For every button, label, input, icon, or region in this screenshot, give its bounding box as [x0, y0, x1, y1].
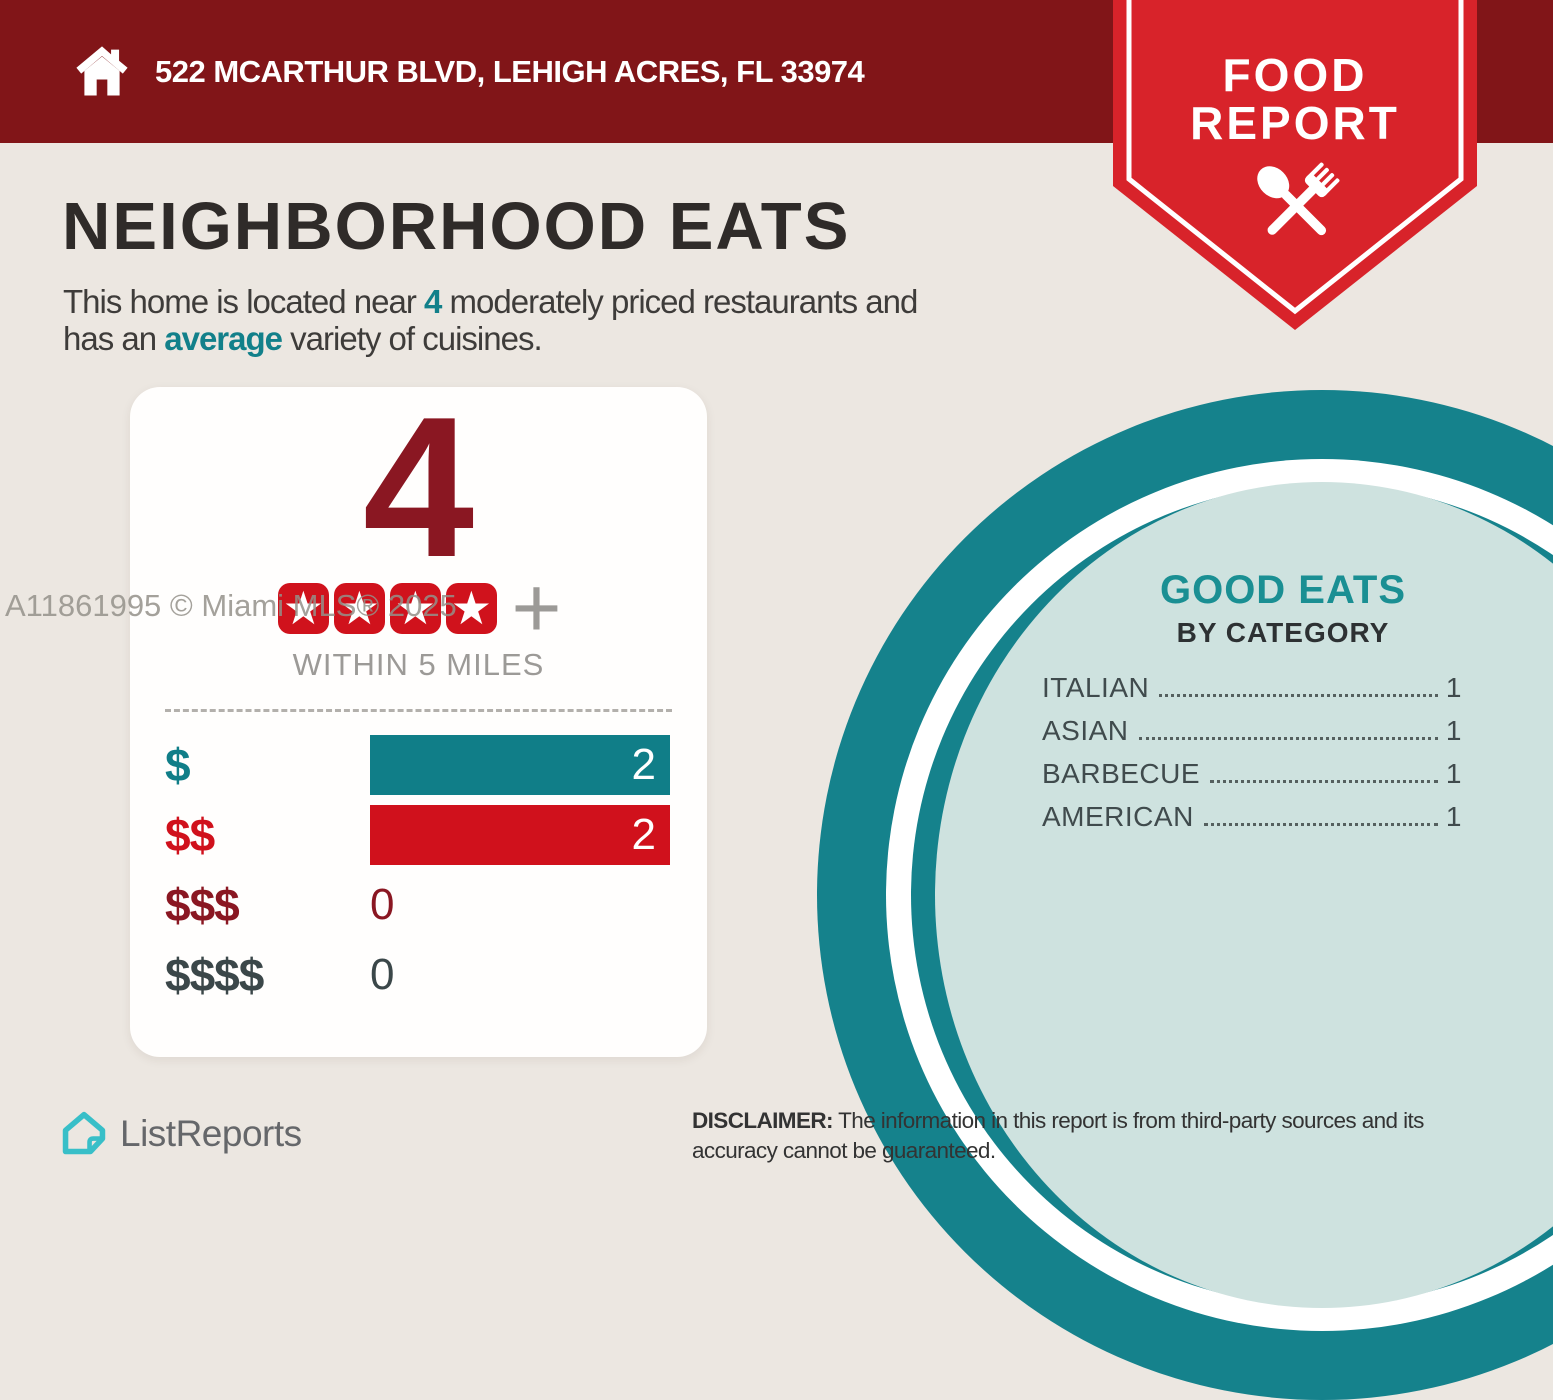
home-icon — [76, 46, 128, 96]
ribbon-title-food: FOOD — [1222, 49, 1368, 101]
category-row: ITALIAN 1 — [1042, 672, 1462, 715]
good-eats-fill-circle — [935, 482, 1553, 1308]
category-count: 1 — [1445, 801, 1462, 832]
plus-icon: + — [511, 560, 562, 656]
price-tier-row: $2 — [165, 730, 672, 800]
good-eats-header: GOOD EATS BY CATEGORY — [1033, 568, 1533, 649]
category-label: ASIAN — [1042, 715, 1129, 746]
category-count: 1 — [1445, 715, 1462, 746]
subtitle-text: moderately priced restaurants and — [441, 283, 919, 320]
category-label: ITALIAN — [1042, 672, 1150, 703]
listreports-brand: ListReports — [60, 1110, 302, 1158]
dotted-leader — [1138, 737, 1438, 740]
star-icon: ★ — [333, 582, 385, 634]
category-label: BARBECUE — [1042, 758, 1201, 789]
listreports-brand-name: ListReports — [120, 1113, 302, 1154]
page-subtitle: This home is located near 4 moderately p… — [63, 283, 919, 357]
star-glyph: ★ — [394, 582, 436, 634]
star-icon: ★ — [389, 582, 441, 634]
star-glyph: ★ — [338, 582, 380, 634]
good-eats-subtitle: BY CATEGORY — [1176, 617, 1390, 648]
ribbon-shape — [1113, 0, 1477, 330]
dashed-divider — [165, 709, 672, 712]
disclaimer: DISCLAIMER: The information in this repo… — [692, 1106, 1424, 1166]
price-tier-label: $$$ — [165, 879, 240, 931]
category-row: ASIAN 1 — [1042, 715, 1462, 758]
category-count: 1 — [1445, 672, 1462, 703]
price-tier-chart: $2 $$ 2 $$$ 0 $$$$ 0 — [165, 730, 672, 1010]
property-address: 522 MCARTHUR BLVD, LEHIGH ACRES, FL 3397… — [155, 54, 865, 89]
star-tiles: ★ ★ ★ ★ — [275, 582, 499, 634]
price-tier-bar: 2 — [370, 735, 670, 795]
star-rating: ★ ★ ★ ★ + — [130, 560, 707, 656]
price-tier-row: $$ 2 — [165, 800, 672, 870]
category-label: AMERICAN — [1042, 801, 1194, 832]
spoon-fork-icon — [1257, 162, 1340, 236]
restaurant-stats-card: 4 ★ ★ ★ ★ + WITHIN 5 MILES $2 $$ 2 $$$ 0 $$$$ 0 — [130, 387, 707, 1057]
price-tier-value: 2 — [631, 810, 656, 859]
price-tier-value: 0 — [370, 880, 395, 929]
dotted-leader — [1203, 823, 1438, 826]
disclaimer-label: DISCLAIMER: — [692, 1108, 834, 1133]
price-tier-row: $$$$ 0 — [165, 940, 672, 1010]
mls-watermark: A11861995 © Miami MLS® 2025 — [5, 588, 457, 623]
price-tier-value: 0 — [370, 950, 395, 999]
food-report-ribbon: FOOD REPORT — [1113, 0, 1477, 332]
category-row: AMERICAN 1 — [1042, 801, 1462, 844]
listreports-logo-icon — [62, 1111, 106, 1155]
dotted-leader — [1159, 694, 1438, 697]
disclaimer-text: accuracy cannot be guaranteed. — [692, 1138, 996, 1163]
good-eats-title: GOOD EATS — [1159, 568, 1407, 612]
page-title: NEIGHBORHOOD EATS — [62, 189, 851, 264]
price-tier-row: $$$ 0 — [165, 870, 672, 940]
variety-rating-inline: average — [164, 320, 283, 357]
good-eats-category-list: ITALIAN 1 ASIAN 1 BARBECUE 1 AMERICAN 1 — [1042, 672, 1462, 844]
category-count: 1 — [1445, 758, 1462, 789]
disclaimer-text: The information in this report is from t… — [832, 1108, 1424, 1133]
price-tier-label: $$$$ — [165, 949, 264, 1001]
category-row: BARBECUE 1 — [1042, 758, 1462, 801]
price-tier-bar: 2 — [370, 805, 670, 865]
price-tier-label: $$ — [165, 809, 215, 861]
star-glyph: ★ — [282, 582, 324, 634]
restaurant-count-inline: 4 — [424, 283, 442, 320]
ribbon-title-report: REPORT — [1190, 97, 1400, 149]
radius-label: WITHIN 5 MILES — [292, 647, 545, 682]
subtitle-text: This home is located near — [63, 283, 425, 320]
star-icon: ★ — [445, 582, 497, 634]
dotted-leader — [1210, 780, 1438, 783]
star-icon: ★ — [277, 582, 329, 634]
star-glyph: ★ — [450, 582, 492, 634]
restaurant-count: 4 — [362, 376, 475, 599]
price-tier-value: 2 — [631, 740, 656, 789]
price-tier-label: $ — [165, 739, 191, 791]
subtitle-text: variety of cuisines. — [282, 320, 542, 357]
subtitle-text: has an — [63, 320, 165, 357]
